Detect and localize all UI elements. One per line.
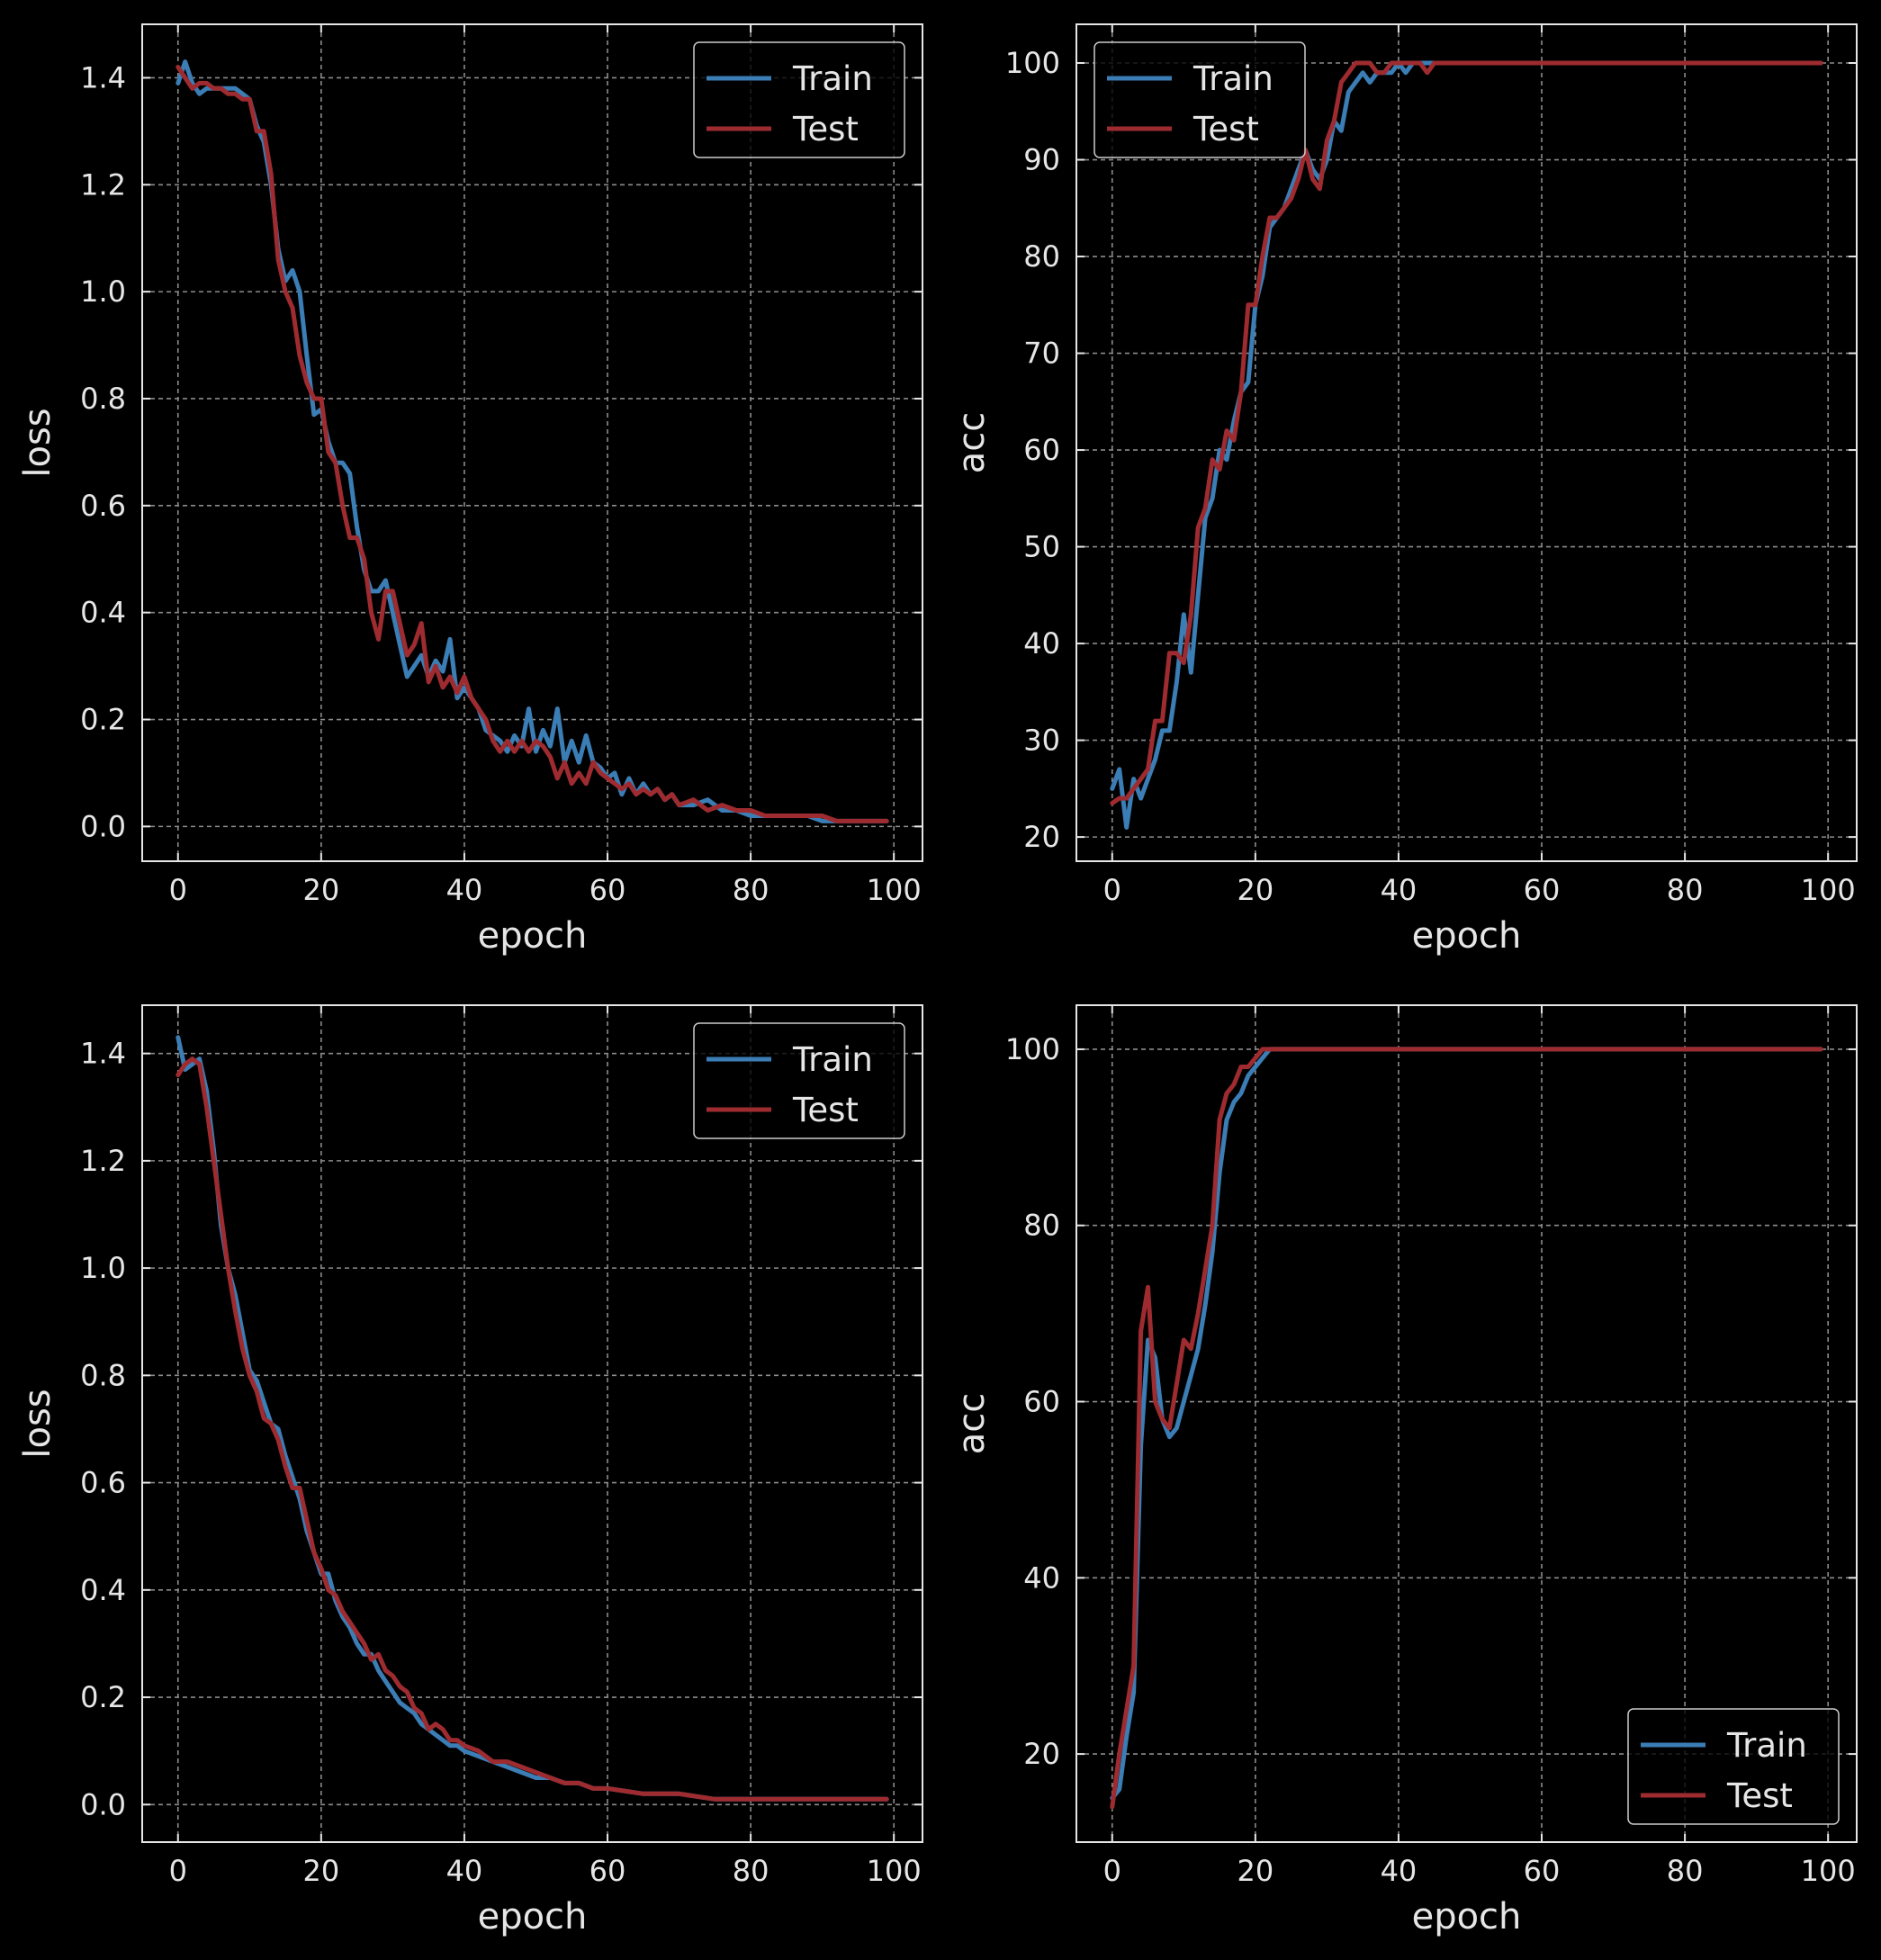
y-tick-label: 0.4 [80, 596, 126, 630]
x-tick-label: 40 [446, 873, 483, 907]
x-tick-label: 0 [1103, 873, 1121, 907]
x-tick-label: 80 [1667, 1854, 1704, 1888]
y-tick-label: 0.6 [80, 1466, 126, 1500]
y-axis-label: acc [951, 1393, 993, 1455]
chart-panel-bottom-right: 0 20 40 60 80 100 20 40 60 80 100 epoch acc Train Test [951, 1004, 1858, 1938]
y-axis-label: loss [17, 1389, 58, 1458]
x-tick-label: 20 [1237, 873, 1274, 907]
y-tick-label: 90 [1023, 143, 1060, 177]
y-tick-label: 1.0 [80, 274, 126, 309]
y-tick-label: 1.4 [80, 1037, 126, 1071]
y-tick-label: 50 [1023, 530, 1060, 564]
x-axis-label: epoch [478, 1896, 588, 1938]
axes-frame [1076, 1004, 1858, 1843]
legend: Train Test [1627, 1708, 1840, 1825]
y-tick-label: 100 [1005, 1032, 1060, 1066]
series-line-test [1110, 60, 1823, 805]
x-axis-label: epoch [1412, 1896, 1522, 1938]
series-line-train [176, 59, 889, 823]
y-tick-label: 100 [1005, 46, 1060, 80]
series-line-test [1110, 1047, 1823, 1810]
chart-panel-top-left: 0 20 40 60 80 100 0.0 0.2 0.4 0.6 0.8 1.0 1.2 1.4 epoc… [17, 23, 923, 957]
legend-label-test: Test [792, 110, 859, 148]
y-tick-label: 60 [1023, 1385, 1060, 1419]
x-tick-label: 40 [1381, 873, 1418, 907]
legend: Train Test [1094, 41, 1306, 158]
chart-panel-bottom-left: 0 20 40 60 80 100 0.0 0.2 0.4 0.6 0.8 1.0 1.2 1.4 epoc… [17, 1004, 923, 1938]
legend-label-test: Test [1192, 110, 1259, 148]
x-tick-label: 100 [867, 873, 922, 907]
y-tick-label: 20 [1023, 1737, 1060, 1771]
legend-label-test: Test [1726, 1776, 1793, 1815]
x-tick-label: 0 [169, 1854, 187, 1888]
x-tick-label: 80 [733, 873, 770, 907]
y-tick-label: 0.6 [80, 489, 126, 523]
y-tick-label: 0.8 [80, 382, 126, 416]
x-tick-label: 20 [302, 873, 339, 907]
legend: Train Test [693, 41, 905, 158]
y-tick-label: 20 [1023, 820, 1060, 854]
y-tick-label: 0.2 [80, 1680, 126, 1714]
x-tick-label: 20 [1237, 1854, 1274, 1888]
x-tick-label: 40 [446, 1854, 483, 1888]
y-tick-label: 1.4 [80, 60, 126, 94]
y-tick-label: 1.2 [80, 167, 126, 202]
y-tick-label: 0.0 [80, 1787, 126, 1821]
x-tick-label: 20 [302, 1854, 339, 1888]
series-line-test [176, 1056, 889, 1802]
legend-label-train: Train [1726, 1726, 1807, 1765]
legend-label-test: Test [792, 1091, 859, 1129]
y-tick-label: 0.4 [80, 1573, 126, 1607]
legend-label-train: Train [1192, 59, 1274, 98]
y-tick-label: 40 [1023, 626, 1060, 661]
y-tick-label: 1.2 [80, 1144, 126, 1178]
y-tick-label: 70 [1023, 337, 1060, 371]
legend-label-train: Train [792, 1040, 873, 1079]
legend: Train Test [693, 1022, 905, 1139]
y-tick-label: 30 [1023, 724, 1060, 758]
x-tick-label: 80 [1667, 873, 1704, 907]
chart-panel-top-right: 0 20 40 60 80 100 20 30 40 50 60 70 80 90 100 epoch acc T… [951, 23, 1858, 957]
axes-frame [141, 1004, 923, 1843]
y-tick-label: 1.0 [80, 1251, 126, 1285]
y-tick-label: 0.0 [80, 809, 126, 843]
y-tick-label: 60 [1023, 433, 1060, 467]
x-tick-label: 0 [169, 873, 187, 907]
y-tick-label: 0.8 [80, 1358, 126, 1392]
x-tick-label: 100 [1801, 873, 1856, 907]
x-tick-label: 60 [590, 873, 626, 907]
y-tick-label: 40 [1023, 1560, 1060, 1595]
y-tick-label: 80 [1023, 239, 1060, 274]
x-tick-label: 100 [1801, 1854, 1856, 1888]
y-tick-label: 0.2 [80, 703, 126, 737]
series-line-test [176, 65, 889, 823]
x-tick-label: 80 [733, 1854, 770, 1888]
x-tick-label: 60 [1524, 1854, 1561, 1888]
y-axis-label: acc [951, 412, 993, 474]
series-line-train [1110, 60, 1823, 830]
series-line-train [176, 1035, 889, 1802]
legend-label-train: Train [792, 59, 873, 98]
x-tick-label: 0 [1103, 1854, 1121, 1888]
axes-frame [141, 23, 923, 862]
y-tick-label: 80 [1023, 1209, 1060, 1243]
x-tick-label: 60 [1524, 873, 1561, 907]
axes-frame [1076, 23, 1858, 862]
x-axis-label: epoch [478, 915, 588, 957]
x-axis-label: epoch [1412, 915, 1522, 957]
y-axis-label: loss [17, 408, 58, 477]
x-tick-label: 100 [867, 1854, 922, 1888]
x-tick-label: 40 [1381, 1854, 1418, 1888]
x-tick-label: 60 [590, 1854, 626, 1888]
